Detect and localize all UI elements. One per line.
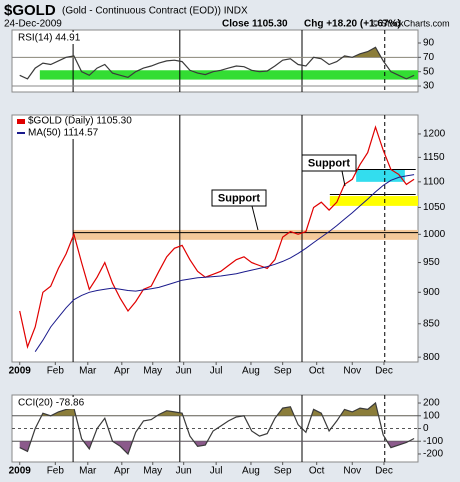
x-tick-label: Mar	[79, 466, 97, 477]
x-tick-label: Nov	[343, 366, 361, 377]
annotation-arrow	[341, 170, 346, 187]
x-tick-label: 2009	[9, 466, 32, 477]
x-tick-label: May	[143, 366, 162, 377]
zone	[356, 169, 405, 182]
x-tick-label: Apr	[114, 466, 130, 477]
title-bg	[15, 397, 85, 409]
x-tick-label: Dec	[375, 466, 393, 477]
x-tick-label: Aug	[242, 366, 260, 377]
y-tick-label: 900	[423, 287, 440, 298]
y-tick-label: -100	[423, 436, 443, 447]
y-tick-label: -200	[423, 449, 443, 460]
x-tick-label: Jul	[210, 366, 223, 377]
legend-swatch	[17, 119, 25, 124]
y-tick-label: 1050	[423, 202, 446, 213]
x-tick-label: Nov	[343, 466, 361, 477]
y-tick-label: 950	[423, 257, 440, 268]
x-tick-label: Oct	[309, 366, 325, 377]
symbol: $GOLD	[4, 2, 56, 19]
x-tick-label: Jul	[210, 466, 223, 477]
y-tick-label: 1200	[423, 129, 446, 140]
x-tick-label: Feb	[47, 466, 65, 477]
x-tick-label: Feb	[47, 366, 65, 377]
y-tick-label: 800	[423, 352, 440, 363]
y-tick-label: 200	[423, 398, 440, 409]
annotation-box	[301, 154, 357, 172]
y-tick-label: 90	[423, 38, 435, 49]
change: Chg +18.20 (+1.67%)	[304, 19, 401, 30]
legend-bg	[14, 128, 132, 139]
plot	[12, 395, 418, 462]
description: (Gold - Continuous Contract (EOD)) INDX	[62, 6, 248, 17]
annotation: Support	[218, 192, 260, 204]
series-line	[19, 125, 415, 349]
x-tick-label: May	[143, 466, 162, 477]
y-tick-label: 70	[423, 52, 435, 63]
x-tick-label: Oct	[309, 466, 325, 477]
x-tick-label: Sep	[274, 366, 292, 377]
plot	[12, 30, 418, 92]
legend-bg	[14, 116, 132, 127]
title-bg	[15, 32, 85, 44]
y-tick-label: 850	[423, 318, 440, 329]
zone	[39, 70, 418, 80]
series-line	[19, 46, 415, 80]
legend-swatch	[17, 132, 25, 134]
x-tick-label: Apr	[114, 366, 130, 377]
y-tick-label: 30	[423, 81, 435, 92]
y-tick-label: 100	[423, 410, 440, 421]
zone	[73, 229, 418, 240]
x-tick-label: 2009	[9, 366, 32, 377]
y-tick-label: 1100	[423, 176, 445, 187]
x-tick-label: Aug	[242, 466, 260, 477]
series-line	[34, 174, 415, 352]
annotation-box	[211, 189, 267, 207]
x-tick-label: Sep	[274, 466, 292, 477]
y-tick-label: 0	[423, 423, 429, 434]
y-tick-label: 1150	[423, 152, 445, 163]
x-tick-label: Mar	[79, 366, 97, 377]
annotation-arrow	[251, 205, 259, 231]
credit: © StockCharts.com	[372, 18, 450, 28]
zone	[329, 196, 418, 206]
x-tick-label: Jun	[176, 466, 192, 477]
date: 24-Dec-2009	[4, 19, 62, 30]
annotation: Support	[308, 157, 350, 169]
y-tick-label: 1000	[423, 229, 446, 240]
indicator-title: CCI(20) -78.86	[18, 398, 85, 409]
indicator-title: RSI(14) 44.91	[18, 33, 81, 44]
legend-label: MA(50) 1114.57	[28, 128, 99, 139]
legend-label: $GOLD (Daily) 1105.30	[28, 116, 132, 127]
y-tick-label: 50	[423, 66, 435, 77]
series-line	[19, 401, 415, 456]
x-tick-label: Jun	[176, 366, 192, 377]
close: Close 1105.30	[222, 19, 288, 30]
x-tick-label: Dec	[375, 366, 393, 377]
